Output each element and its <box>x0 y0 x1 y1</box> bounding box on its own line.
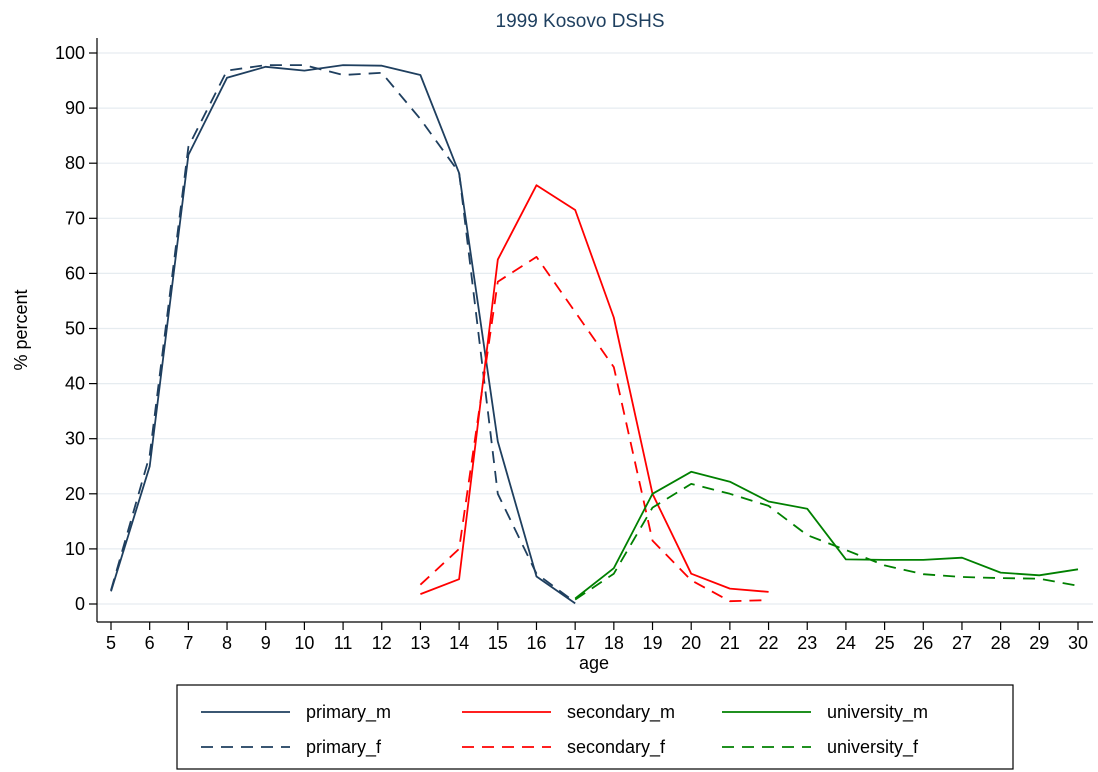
x-tick-label: 11 <box>334 633 353 653</box>
x-tick-label: 27 <box>952 633 972 653</box>
series-line-secondary-f <box>419 255 769 603</box>
x-tick-label: 5 <box>106 633 116 653</box>
legend-label-university-f: university_f <box>827 737 919 758</box>
x-tick-label: 7 <box>183 633 193 653</box>
axes: 0 10 20 30 40 50 60 70 80 90 100 5 6 7 8 9 10 11 12 13 14 15 1… <box>55 38 1093 653</box>
y-tick-label: 40 <box>65 374 85 394</box>
x-tick-label: 15 <box>488 633 508 653</box>
chart-title: 1999 Kosovo DSHS <box>496 11 665 32</box>
x-tick-label: 25 <box>875 633 895 653</box>
series-line-primary-m <box>110 64 576 605</box>
x-tick-label: 12 <box>372 633 392 653</box>
series-line-university-m <box>574 470 1079 600</box>
y-tick-label: 20 <box>65 484 85 504</box>
x-tick-label: 17 <box>565 633 585 653</box>
y-tick-label: 90 <box>65 98 85 118</box>
series-line-university-f <box>574 482 1079 601</box>
x-tick-label: 13 <box>410 633 430 653</box>
y-tick-label: 80 <box>65 153 85 173</box>
x-tick-label: 14 <box>449 633 469 653</box>
x-tick-label: 20 <box>681 633 701 653</box>
series-line-primary-f <box>110 64 576 604</box>
y-tick-label: 30 <box>65 429 85 449</box>
y-tick-label: 60 <box>65 263 85 283</box>
x-tick-label: 6 <box>145 633 155 653</box>
x-tick-label: 30 <box>1068 633 1088 653</box>
x-tick-label: 9 <box>261 633 271 653</box>
y-tick-label: 50 <box>65 319 85 339</box>
legend: primary_m primary_f secondary_m secondary_f… <box>176 684 1014 770</box>
y-tick-label: 70 <box>65 208 85 228</box>
x-tick-label: 10 <box>294 633 314 653</box>
x-axis-title: age <box>579 653 609 673</box>
y-tick-label: 0 <box>75 594 85 614</box>
x-tick-label: 21 <box>720 633 740 653</box>
x-tick-label: 19 <box>643 633 663 653</box>
series-lines <box>110 64 1079 605</box>
x-tick-label: 22 <box>759 633 779 653</box>
gridlines <box>97 52 1093 605</box>
x-tick-label: 24 <box>836 633 856 653</box>
y-tick-label: 10 <box>65 539 85 559</box>
legend-label-secondary-m: secondary_m <box>567 702 675 723</box>
y-tick-label: 100 <box>55 43 85 63</box>
legend-label-secondary-f: secondary_f <box>567 737 666 758</box>
x-tick-label: 26 <box>913 633 933 653</box>
y-axis-title: % percent <box>11 289 31 370</box>
x-tick-label: 16 <box>526 633 546 653</box>
x-tick-label: 28 <box>991 633 1011 653</box>
legend-label-primary-f: primary_f <box>306 737 382 758</box>
x-tick-label: 23 <box>797 633 817 653</box>
x-tick-label: 29 <box>1029 633 1049 653</box>
legend-box <box>176 684 1014 770</box>
x-tick-label: 18 <box>604 633 624 653</box>
legend-label-university-m: university_m <box>827 702 928 723</box>
x-tick-label: 8 <box>222 633 232 653</box>
legend-label-primary-m: primary_m <box>306 702 391 723</box>
